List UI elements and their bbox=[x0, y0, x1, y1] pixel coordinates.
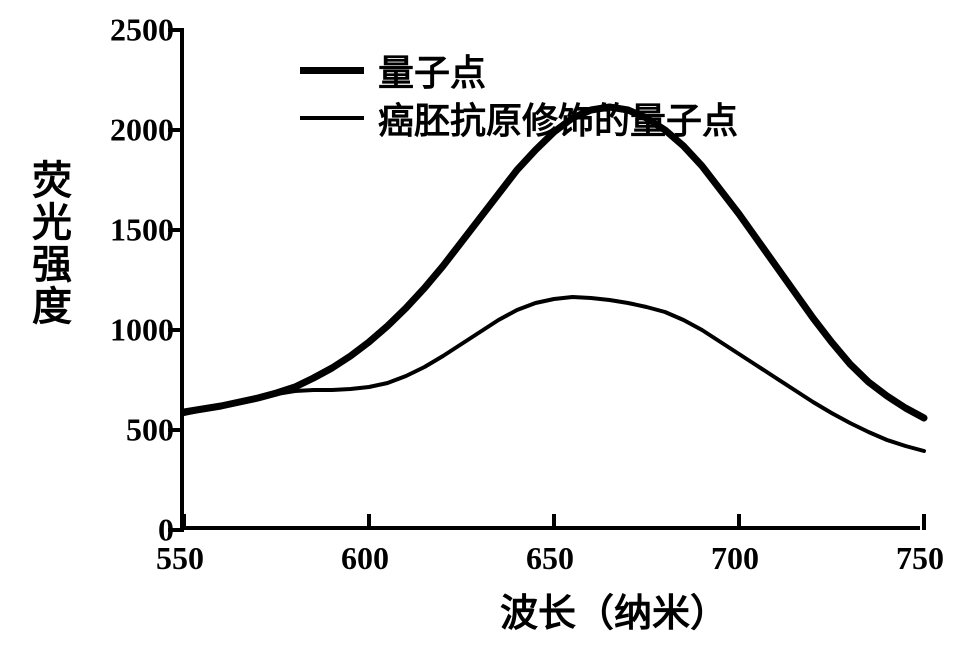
legend-label-2: 癌胚抗原修饰的量子点 bbox=[378, 92, 738, 144]
legend-line-2 bbox=[300, 116, 364, 120]
x-tick bbox=[922, 514, 926, 530]
y-tick-label: 0 bbox=[96, 512, 174, 549]
y-axis-title: 荧光强度 bbox=[30, 160, 74, 328]
x-tick-label: 750 bbox=[896, 540, 944, 577]
y-tick-label: 500 bbox=[96, 412, 174, 449]
x-tick bbox=[367, 514, 371, 530]
legend-line-1 bbox=[300, 67, 364, 74]
legend: 量子点 癌胚抗原修饰的量子点 bbox=[300, 46, 738, 142]
y-tick-label: 2000 bbox=[96, 112, 174, 149]
x-tick-label: 600 bbox=[341, 540, 389, 577]
x-tick-label: 650 bbox=[526, 540, 574, 577]
x-axis-title: 波长（纳米） bbox=[500, 582, 728, 637]
series-1-path bbox=[184, 107, 924, 418]
chart-container: 荧光强度 波长（纳米） 量子点 癌胚抗原修饰的量子点 5506006507007… bbox=[0, 0, 978, 651]
x-tick bbox=[552, 514, 556, 530]
y-tick-label: 1500 bbox=[96, 212, 174, 249]
x-tick bbox=[737, 514, 741, 530]
y-tick-label: 1000 bbox=[96, 312, 174, 349]
legend-label-1: 量子点 bbox=[378, 44, 486, 96]
y-tick-label: 2500 bbox=[96, 12, 174, 49]
legend-item-2: 癌胚抗原修饰的量子点 bbox=[300, 94, 738, 142]
x-tick-label: 700 bbox=[711, 540, 759, 577]
legend-item-1: 量子点 bbox=[300, 46, 738, 94]
